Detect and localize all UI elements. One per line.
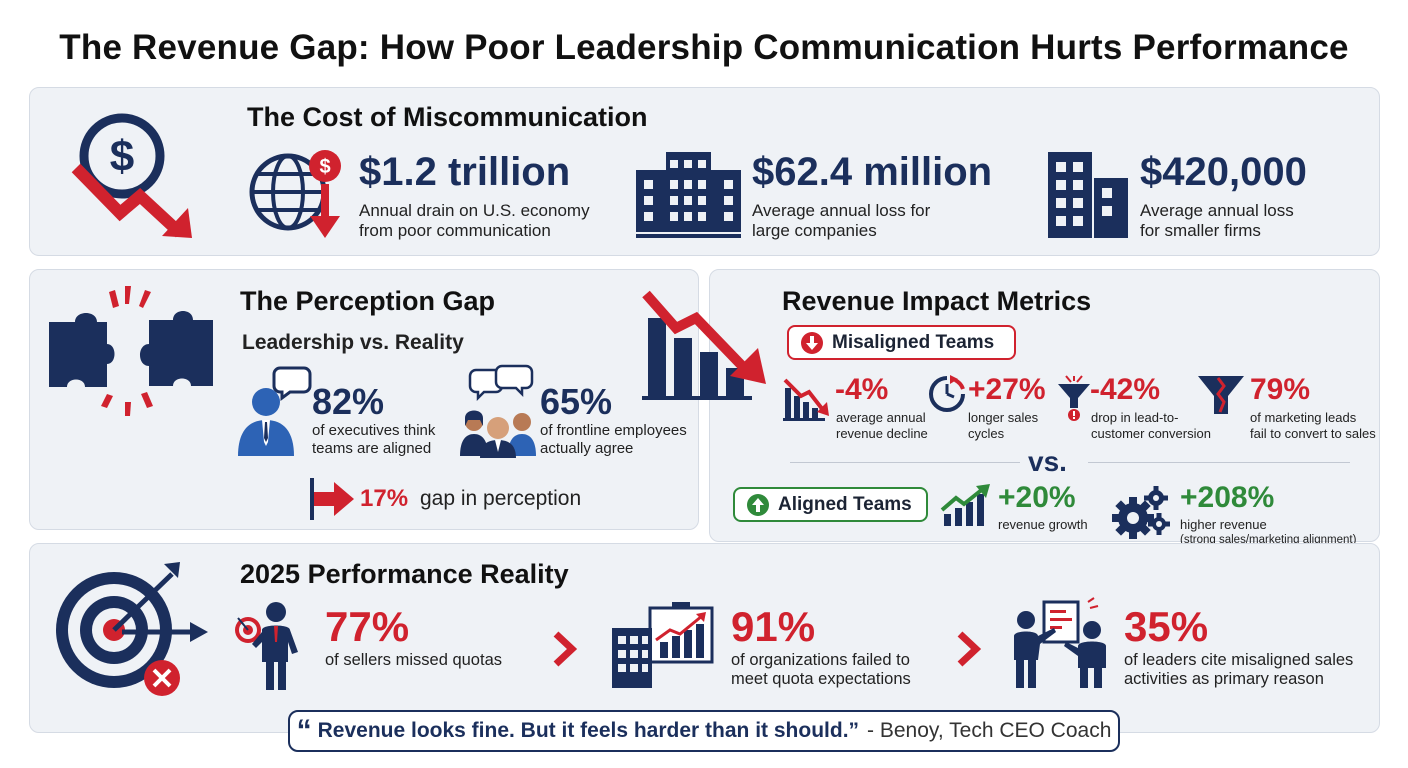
misaligned-metric-3-value: -42%	[1090, 373, 1161, 406]
misaligned-metric-1-desc-line1: average annual	[836, 410, 926, 425]
growth-chart-icon	[940, 484, 990, 526]
organization-chart-icon	[612, 602, 714, 688]
executive-speech-icon	[238, 366, 312, 456]
exec-value: 82%	[312, 381, 385, 422]
coach-quote: “ Revenue looks fine. But it feels harde…	[288, 710, 1120, 752]
frontline-desc-line1: of frontline employees	[540, 422, 687, 439]
gap-value: 17%	[360, 485, 409, 512]
cost-heading: The Cost of Miscommunication	[247, 102, 648, 132]
misaligned-metric-2-desc-line2: cycles	[968, 426, 1005, 441]
chevron-right-icon	[553, 631, 578, 667]
aligned-metric-1-value: +20%	[998, 481, 1076, 514]
svg-text:$: $	[319, 156, 330, 178]
aligned-metric-1-desc-line1: revenue growth	[998, 517, 1088, 532]
cost-stat-2-value: $62.4 million	[752, 150, 993, 194]
aligned-metric-2-desc-line1: higher revenue	[1180, 517, 1267, 532]
performance-stat-2-value: 91%	[731, 603, 816, 650]
aligned-teams-label: Aligned Teams	[778, 493, 912, 515]
aligned-metric-2-value: +208%	[1180, 481, 1275, 514]
gap-arrow-icon	[310, 478, 354, 520]
misaligned-metric-3-desc-line1: drop in lead-to-	[1091, 410, 1179, 425]
perception-subheading: Leadership vs. Reality	[242, 331, 464, 354]
performance-stat-2-desc-line2: meet quota expectations	[731, 670, 911, 688]
large-building-icon	[636, 152, 741, 238]
chevron-right-icon	[957, 631, 982, 667]
gap-label: gap in perception	[420, 487, 582, 510]
down-arrow-icon	[801, 331, 823, 354]
cost-stat-2-desc-line2: large companies	[752, 221, 877, 240]
exec-desc-line2: teams are aligned	[312, 440, 432, 457]
misaligned-teams-label: Misaligned Teams	[832, 331, 995, 353]
cost-stat-1-desc-line1: Annual drain on U.S. economy	[359, 201, 590, 220]
performance-stat-1-value: 77%	[325, 603, 410, 650]
seller-target-icon	[235, 602, 298, 690]
performance-stat-2-desc-line1: of organizations failed to	[731, 651, 910, 669]
gears-icon	[1112, 486, 1170, 539]
vs-divider-right	[1088, 462, 1350, 463]
performance-stat-3-value: 35%	[1124, 603, 1209, 650]
target-miss-icon	[56, 562, 208, 696]
stopwatch-icon	[929, 375, 965, 412]
exec-desc-line1: of executives think	[312, 422, 436, 439]
misaligned-metric-4-value: 79%	[1250, 373, 1311, 406]
misaligned-metric-1-value: -4%	[835, 373, 889, 406]
svg-text:$: $	[110, 132, 134, 181]
misaligned-metric-3-desc-line2: customer conversion	[1091, 426, 1211, 441]
cost-stat-2-desc-line1: Average annual loss for	[752, 201, 931, 220]
misaligned-metric-1-desc-line2: revenue decline	[836, 426, 928, 441]
performance-stat-3-desc-line2: activities as primary reason	[1124, 670, 1324, 688]
funnel-drop-icon	[1058, 375, 1090, 421]
frontline-value: 65%	[540, 381, 613, 422]
perception-panel	[29, 269, 699, 530]
puzzle-pieces-icon	[49, 286, 213, 416]
misaligned-metric-2-value: +27%	[968, 373, 1046, 406]
bar-decline-icon	[783, 378, 829, 421]
revenue-heading: Revenue Impact Metrics	[782, 286, 1092, 316]
cost-stat-3-value: $420,000	[1140, 150, 1307, 194]
perception-heading: The Perception Gap	[240, 286, 496, 316]
revenue-decline-chart-icon	[642, 290, 766, 400]
small-building-icon	[1048, 152, 1128, 238]
performance-stat-3-desc-line1: of leaders cite misaligned sales	[1124, 651, 1354, 669]
aligned-teams-badge: Aligned Teams	[733, 487, 928, 522]
misaligned-metric-4-desc-line1: of marketing leads	[1250, 410, 1357, 425]
misaligned-metric-2-desc-line1: longer sales	[968, 410, 1039, 425]
page-title: The Revenue Gap: How Poor Leadership Com…	[59, 28, 1349, 67]
misaligned-metric-4-desc-line2: fail to convert to sales	[1250, 426, 1376, 441]
quote-text: Revenue looks fine. But it feels harder …	[317, 719, 860, 742]
vs-divider-left	[790, 462, 1020, 463]
cost-stat-1-desc-line2: from poor communication	[359, 221, 551, 240]
vs-label: vs.	[1028, 446, 1067, 477]
quote-mark: “	[296, 714, 312, 747]
up-arrow-icon	[747, 493, 769, 516]
globe-dollar-down-icon: $	[249, 150, 341, 238]
cost-stat-3-desc-line1: Average annual loss	[1140, 201, 1294, 220]
broken-funnel-icon	[1198, 376, 1244, 414]
leaders-presentation-icon	[1014, 597, 1106, 688]
quote-author: - Benoy, Tech CEO Coach	[867, 719, 1112, 742]
misaligned-teams-badge: Misaligned Teams	[787, 325, 1016, 360]
cost-stat-1-value: $1.2 trillion	[359, 150, 571, 194]
performance-stat-1-desc-line1: of sellers missed quotas	[325, 651, 502, 669]
dollar-decline-icon: $	[71, 113, 192, 238]
performance-heading: 2025 Performance Reality	[240, 559, 569, 589]
frontline-team-icon	[460, 364, 536, 458]
cost-stat-3-desc-line2: for smaller firms	[1140, 221, 1261, 240]
frontline-desc-line2: actually agree	[540, 440, 634, 457]
